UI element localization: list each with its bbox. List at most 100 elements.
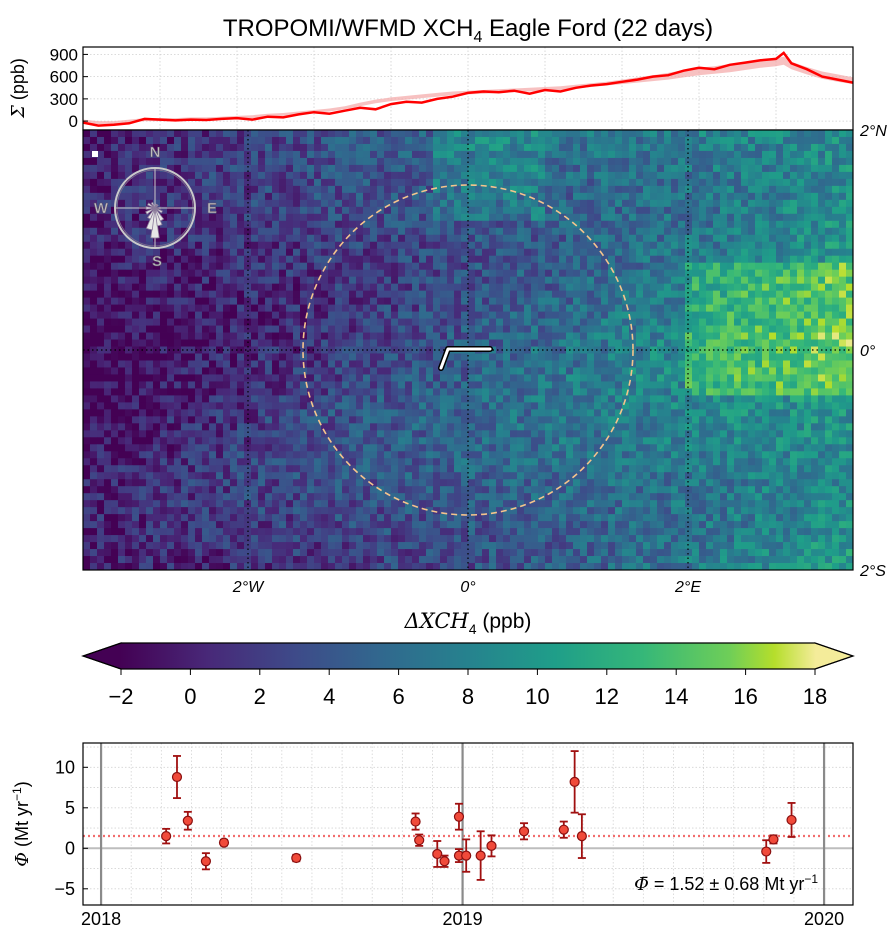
heatmap-cell (384, 332, 392, 340)
heatmap-cell (405, 416, 413, 424)
heatmap-cell (538, 136, 546, 145)
heatmap-cell (797, 346, 805, 354)
heatmap-cell (797, 199, 805, 208)
heatmap-cell (699, 234, 707, 243)
heatmap-cell (510, 437, 518, 445)
heatmap-cell (111, 192, 119, 201)
heatmap-cell (601, 178, 609, 187)
heatmap-cell (580, 395, 588, 403)
heatmap-cell (139, 367, 147, 375)
heatmap-cell (552, 171, 560, 180)
heatmap-cell (671, 157, 679, 166)
heatmap-cell (412, 360, 420, 368)
heatmap-cell (363, 157, 371, 166)
heatmap-cell (244, 346, 252, 354)
heatmap-cell (412, 130, 420, 138)
heatmap-cell (405, 136, 413, 145)
heatmap-cell (503, 255, 511, 264)
heatmap-cell (216, 318, 224, 326)
heatmap-cell (433, 367, 441, 375)
heatmap-cell (461, 360, 469, 368)
heatmap-cell (83, 311, 91, 319)
heatmap-cell (461, 213, 469, 222)
heatmap-cell (83, 269, 91, 278)
heatmap-cell (188, 164, 196, 173)
heatmap-cell (825, 360, 833, 368)
heatmap-cell (517, 304, 525, 312)
heatmap-cell (167, 248, 175, 257)
heatmap-cell (104, 346, 112, 354)
heatmap-cell (132, 227, 140, 236)
heatmap-cell (580, 206, 588, 215)
heatmap-cell (370, 311, 378, 319)
heatmap-cell (552, 227, 560, 236)
heatmap-cell (356, 248, 364, 257)
heatmap-cell (321, 276, 329, 285)
heatmap-cell (517, 206, 525, 215)
heatmap-cell (216, 402, 224, 410)
heatmap-cell (307, 269, 315, 278)
heatmap-cell (293, 409, 301, 417)
heatmap-cell (300, 164, 308, 173)
heatmap-cell (846, 269, 853, 278)
heatmap-cell (706, 353, 714, 361)
heatmap-cell (160, 206, 168, 215)
heatmap-cell (321, 325, 329, 333)
heatmap-cell (538, 220, 546, 229)
heatmap-cell (615, 157, 623, 166)
heatmap-cell (447, 437, 455, 445)
heatmap-cell (783, 311, 791, 319)
heatmap-cell (678, 255, 686, 264)
heatmap-cell (251, 381, 259, 389)
heatmap-cell (797, 423, 805, 431)
heatmap-cell (461, 283, 469, 292)
heatmap-cell (83, 367, 91, 375)
heatmap-cell (209, 192, 217, 201)
heatmap-cell (426, 339, 434, 347)
heatmap-cell (118, 311, 126, 319)
heatmap-cell (104, 395, 112, 403)
heatmap-cell (342, 192, 350, 201)
heatmap-cell (629, 304, 637, 312)
heatmap-cell (650, 325, 658, 333)
heatmap-cell (503, 234, 511, 243)
heatmap-cell (741, 423, 749, 431)
heatmap-cell (461, 157, 469, 166)
heatmap-cell (545, 213, 553, 222)
heatmap-cell (531, 325, 539, 333)
heatmap-cell (125, 143, 133, 152)
heatmap-cell (769, 213, 777, 222)
heatmap-cell (713, 395, 721, 403)
heatmap-cell (391, 318, 399, 326)
heatmap-cell (657, 178, 665, 187)
heatmap-cell (783, 136, 791, 145)
heatmap-cell (153, 262, 161, 271)
heatmap-cell (412, 192, 420, 201)
heatmap-cell (832, 283, 840, 292)
heatmap-cell (496, 409, 504, 417)
heatmap-cell (461, 192, 469, 201)
heatmap-cell (300, 262, 308, 271)
heatmap-cell (468, 290, 476, 299)
heatmap-cell (356, 395, 364, 403)
heatmap-cell (286, 199, 294, 208)
heatmap-cell (321, 213, 329, 222)
heatmap-cell (790, 206, 798, 215)
heatmap-cell (797, 185, 805, 194)
heatmap-cell (300, 374, 308, 382)
heatmap-cell (510, 143, 518, 152)
heatmap-cell (825, 234, 833, 243)
heatmap-cell (293, 402, 301, 410)
heatmap-cell (475, 381, 483, 389)
heatmap-cell (636, 220, 644, 229)
heatmap-cell (188, 311, 196, 319)
heatmap-cell (251, 304, 259, 312)
heatmap-cell (356, 402, 364, 410)
heatmap-cell (517, 164, 525, 173)
heatmap-cell (734, 136, 742, 145)
heatmap-cell (272, 248, 280, 257)
heatmap-cell (97, 269, 105, 278)
heatmap-cell (391, 227, 399, 236)
heatmap-cell (818, 206, 826, 215)
heatmap-cell (97, 395, 105, 403)
